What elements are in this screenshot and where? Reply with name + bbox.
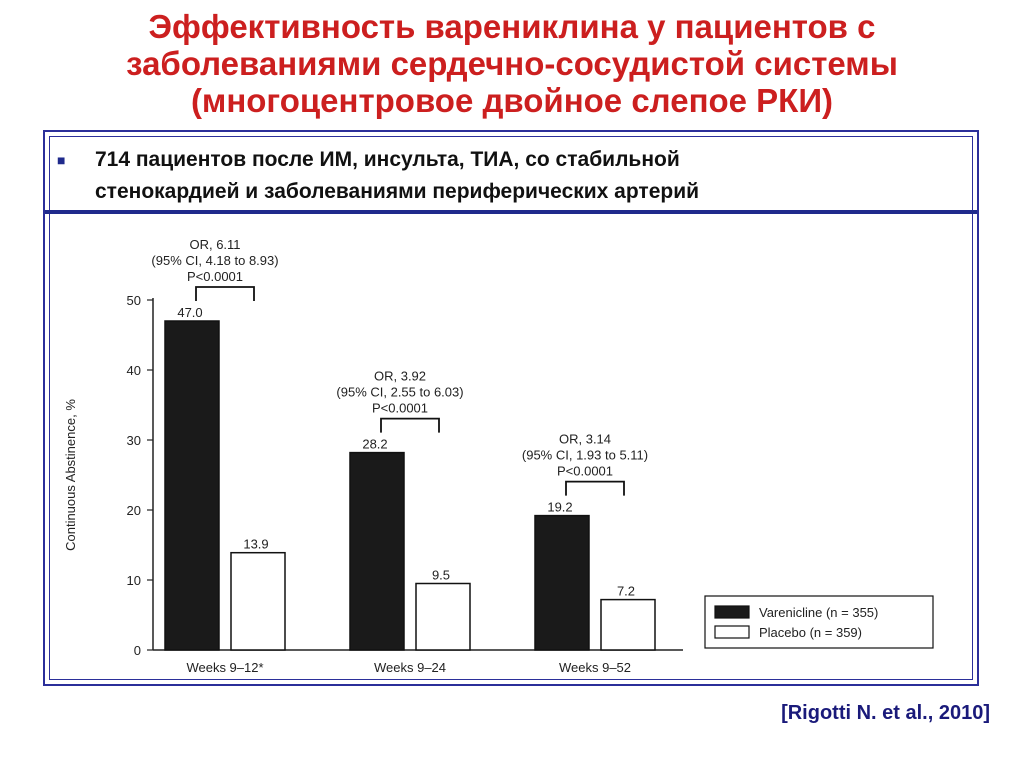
odds-ratio-annotation: (95% CI, 1.93 to 5.11) bbox=[522, 448, 648, 463]
odds-ratio-annotation: P<0.0001 bbox=[187, 269, 243, 284]
significance-bracket bbox=[195, 286, 255, 301]
x-category-label: Weeks 9–52 bbox=[559, 660, 631, 675]
bar-value-label: 19.2 bbox=[547, 500, 572, 515]
y-tick-label: 30 bbox=[127, 433, 141, 448]
header-divider bbox=[45, 210, 977, 214]
odds-ratio-annotation: OR, 3.92 bbox=[374, 369, 426, 384]
y-tick-label: 40 bbox=[127, 363, 141, 378]
odds-ratio-annotation: P<0.0001 bbox=[557, 464, 613, 479]
y-axis-label: Continuous Abstinence, % bbox=[63, 399, 78, 551]
title-line-1: Эффективность варениклина у пациентов с bbox=[148, 8, 876, 45]
title-line-3: (многоцентровое двойное слепое РКИ) bbox=[190, 82, 834, 119]
legend-swatch bbox=[714, 605, 750, 619]
y-tick-label: 0 bbox=[134, 643, 141, 658]
legend-swatch bbox=[714, 625, 750, 639]
square-bullet-icon: ■ bbox=[57, 152, 66, 168]
x-category-label: Weeks 9–24 bbox=[374, 660, 446, 675]
bar-value-label: 13.9 bbox=[243, 537, 268, 552]
odds-ratio-annotation: OR, 3.14 bbox=[559, 432, 611, 447]
odds-ratio-annotation: (95% CI, 4.18 to 8.93) bbox=[151, 253, 278, 268]
significance-bracket bbox=[380, 417, 440, 433]
bullet-text: 714 пациентов после ИМ, инсульта, ТИА, с… bbox=[95, 144, 955, 208]
bullet-line-1: 714 пациентов после ИМ, инсульта, ТИА, с… bbox=[95, 148, 680, 171]
abstinence-bar-chart: 0 10 20 30 40 50 Continuous Abstinence, % 47.0 1… bbox=[63, 237, 934, 675]
legend-box bbox=[704, 595, 934, 649]
odds-ratio-annotation: OR, 6.11 bbox=[189, 237, 240, 252]
legend-label: Placebo (n = 359) bbox=[759, 625, 862, 640]
bar-placebo bbox=[415, 582, 471, 651]
x-category-label: Weeks 9–12* bbox=[186, 660, 263, 675]
y-tick-label: 20 bbox=[127, 503, 141, 518]
bullet-line-2: стенокардией и заболеваниями периферичес… bbox=[95, 180, 700, 203]
bar-varenicline bbox=[534, 514, 590, 651]
content-frame-inner bbox=[49, 136, 973, 680]
bar-value-label: 28.2 bbox=[362, 437, 387, 452]
bar-value-label: 9.5 bbox=[432, 568, 450, 583]
significance-bracket bbox=[565, 480, 625, 496]
bar-varenicline bbox=[349, 451, 405, 651]
y-tick-label: 50 bbox=[127, 293, 141, 308]
content-frame: ■ 714 пациентов после ИМ, инсульта, ТИА,… bbox=[43, 130, 979, 686]
legend-label: Varenicline (n = 355) bbox=[759, 605, 878, 620]
title-line-2: заболеваниями сердечно-сосудистой систем… bbox=[126, 45, 898, 82]
slide-title: Эффективность варениклина у пациентов с … bbox=[0, 8, 1024, 119]
bar-placebo bbox=[230, 551, 286, 651]
odds-ratio-annotation: P<0.0001 bbox=[372, 401, 428, 416]
odds-ratio-annotation: (95% CI, 2.55 to 6.03) bbox=[336, 385, 463, 400]
bar-varenicline bbox=[164, 320, 220, 651]
bar-value-label: 47.0 bbox=[177, 305, 202, 320]
bar-placebo bbox=[600, 598, 656, 651]
bar-value-label: 7.2 bbox=[617, 584, 635, 599]
citation: [Rigotti N. et al., 2010] bbox=[781, 702, 990, 724]
y-tick-label: 10 bbox=[127, 573, 141, 588]
